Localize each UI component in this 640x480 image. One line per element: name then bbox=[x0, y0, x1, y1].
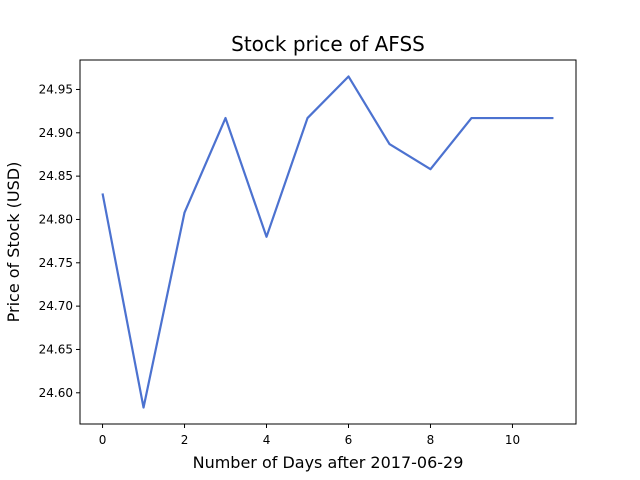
y-tick-label: 24.60 bbox=[39, 386, 73, 400]
y-axis-label: Price of Stock (USD) bbox=[4, 162, 23, 323]
y-axis: 24.60 24.65 24.70 24.75 24.80 24.85 24.90 24.95 bbox=[39, 82, 80, 400]
x-tick-label: 10 bbox=[505, 433, 520, 447]
y-tick-label: 24.70 bbox=[39, 299, 73, 313]
x-tick-label: 2 bbox=[181, 433, 189, 447]
x-tick-label: 4 bbox=[263, 433, 271, 447]
series-line bbox=[101, 75, 554, 409]
y-tick-label: 24.90 bbox=[39, 126, 73, 140]
plot-frame bbox=[79, 59, 577, 425]
series-layer bbox=[101, 75, 554, 409]
x-tick-label: 0 bbox=[99, 433, 107, 447]
x-axis-label: Number of Days after 2017-06-29 bbox=[193, 453, 464, 472]
x-tick-label: 6 bbox=[345, 433, 353, 447]
y-tick-label: 24.65 bbox=[39, 342, 73, 356]
y-tick-label: 24.95 bbox=[39, 82, 73, 96]
x-axis: 0 2 4 6 8 10 bbox=[99, 424, 520, 447]
y-tick-label: 24.85 bbox=[39, 169, 73, 183]
chart-title: Stock price of AFSS bbox=[231, 32, 425, 56]
y-tick-label: 24.75 bbox=[39, 256, 73, 270]
x-tick-label: 8 bbox=[427, 433, 435, 447]
y-tick-label: 24.80 bbox=[39, 212, 73, 226]
